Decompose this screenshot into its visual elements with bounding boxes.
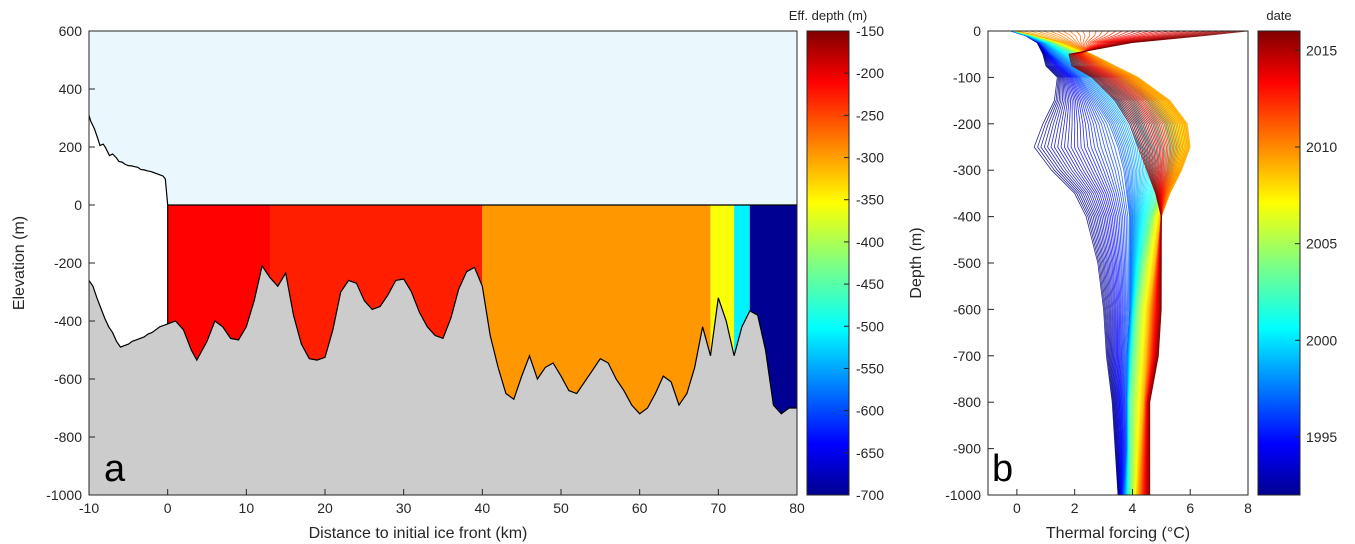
- y-axis-label-b: Depth (m): [908, 227, 925, 298]
- y-tick-label: -700: [953, 348, 981, 364]
- x-tick-label: 0: [1013, 500, 1021, 516]
- y-tick-label: 0: [74, 197, 82, 213]
- y-tick-label: -400: [953, 209, 981, 225]
- x-tick-label: 60: [632, 500, 648, 516]
- y-tick-label: 400: [59, 81, 83, 97]
- x-tick-label: 4: [1129, 500, 1137, 516]
- colorbar-b: [1257, 30, 1301, 496]
- x-tick-label: 0: [164, 500, 172, 516]
- colorbar-tick-label: -400: [856, 234, 884, 250]
- colorbar-tick-label: -450: [856, 276, 884, 292]
- x-tick-label: 50: [553, 500, 569, 516]
- colorbar-tick-label: -600: [856, 403, 884, 419]
- y-tick-label: -200: [953, 116, 981, 132]
- x-tick-label: -10: [79, 500, 99, 516]
- y-tick-label: 600: [59, 23, 83, 39]
- ice-region: [89, 115, 168, 348]
- colorbar-tick-label: -350: [856, 192, 884, 208]
- colorbar-tick-label: -150: [856, 23, 884, 39]
- panel-label-b: b: [992, 448, 1013, 490]
- x-tick-label: 40: [475, 500, 491, 516]
- x-tick-label: 30: [396, 500, 412, 516]
- colorbar-tick-label: 2000: [1306, 332, 1337, 348]
- x-tick-label: 70: [711, 500, 727, 516]
- y-tick-label: -500: [953, 255, 981, 271]
- y-tick-label: -900: [953, 441, 981, 457]
- colorbar-title-b: date: [1266, 8, 1291, 23]
- colorbar-tick-label: -500: [856, 318, 884, 334]
- y-ticks-a: -1000 -800 -600 -400 -200 0 200 400 600: [46, 23, 95, 503]
- x-axis-label-b: Thermal forcing (°C): [1046, 525, 1190, 542]
- y-tick-label: -600: [54, 371, 82, 387]
- y-tick-label: -200: [54, 255, 82, 271]
- colorbar-tick-label: -650: [856, 445, 884, 461]
- profile-lines: [1010, 31, 1248, 495]
- panel-label-a: a: [104, 448, 126, 490]
- colorbar-tick-label: 2005: [1306, 236, 1337, 252]
- colorbar-title-a: Eff. depth (m): [789, 8, 868, 23]
- colorbar-tick-label: -700: [856, 487, 884, 503]
- x-tick-label: 10: [239, 500, 255, 516]
- colorbar-tick-label: 1995: [1306, 429, 1337, 445]
- colorbar-tick-label: -550: [856, 360, 884, 376]
- y-tick-label: 0: [973, 23, 981, 39]
- profile-line: [1010, 31, 1119, 495]
- y-tick-label: -100: [953, 69, 981, 85]
- colorbar-tick-label: 2015: [1306, 42, 1337, 58]
- ice-surface-line: [89, 114, 797, 324]
- x-tick-label: 80: [789, 500, 805, 516]
- x-ticks-a: -10 0 10 20 30 40 50 60 70 80: [79, 489, 805, 516]
- colorbar-ticks-b: 1995 2000 2005 2010 2015: [1295, 42, 1337, 445]
- colorbar-a: [806, 30, 850, 496]
- panel-a: -10 0 10 20 30 40 50 60 70 80 -1000 -800 -600 -400 -2…: [11, 8, 884, 542]
- x-axis-label-a: Distance to initial ice front (km): [309, 525, 528, 542]
- colorbar-tick-label: -250: [856, 107, 884, 123]
- colorbar-tick-label: -300: [856, 150, 884, 166]
- y-tick-label: -300: [953, 162, 981, 178]
- colorbar-ticks-a: -150 -200 -250 -300 -350 -400 -450 -500 -550 -600…: [844, 23, 884, 503]
- x-tick-label: 2: [1071, 500, 1079, 516]
- y-tick-label: 200: [59, 139, 83, 155]
- y-tick-label: -800: [953, 394, 981, 410]
- y-tick-label: -400: [54, 313, 82, 329]
- y-ticks-b: -1000-900-800-700-600-500-400-300-200-10…: [945, 23, 994, 503]
- y-tick-label: -600: [953, 301, 981, 317]
- y-tick-label: -1000: [46, 487, 82, 503]
- bed-line: [89, 264, 797, 415]
- x-tick-label: 8: [1244, 500, 1252, 516]
- profile-line: [1010, 31, 1120, 495]
- y-axis-label-a: Elevation (m): [11, 216, 28, 310]
- colorbar-tick-label: -200: [856, 65, 884, 81]
- colorbar-tick-label: 2010: [1306, 139, 1337, 155]
- y-tick-label: -800: [54, 429, 82, 445]
- y-tick-label: -1000: [945, 487, 981, 503]
- x-tick-label: 6: [1186, 500, 1194, 516]
- x-ticks-b: 0 2 4 6 8: [1013, 489, 1252, 516]
- x-tick-label: 20: [317, 500, 333, 516]
- profile-line: [1068, 31, 1248, 495]
- bedrock-region: [89, 265, 797, 495]
